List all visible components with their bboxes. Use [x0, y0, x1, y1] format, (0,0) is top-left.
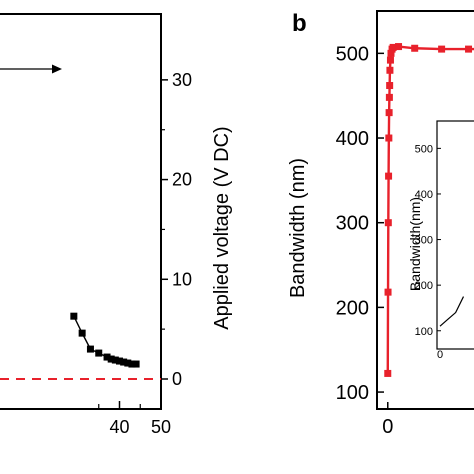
left-data-point	[124, 359, 132, 367]
inset-axis-ticks: 100 200 300 400 500 0	[415, 143, 443, 361]
left-y-tick-label: 10	[172, 269, 192, 289]
right-data-point	[385, 109, 393, 117]
inset-x-tick-label: 0	[437, 349, 443, 361]
right-ylabel: Bandwidth (nm)	[287, 158, 309, 298]
right-data-point	[411, 44, 419, 52]
right-data-point	[384, 288, 392, 296]
left-data-point	[86, 345, 94, 353]
right-data-point	[389, 43, 397, 51]
inset-y-tick-label: 100	[415, 326, 433, 338]
left-data-point	[95, 349, 103, 357]
right-data-point	[384, 219, 392, 227]
right-data-point	[387, 49, 395, 57]
inset-frame	[436, 120, 474, 350]
left-plot-frame	[0, 13, 162, 410]
right-series	[384, 43, 474, 377]
left-axis-ticks: 40 50 0 10 20 30	[98, 70, 192, 437]
right-x-tick-label: 0	[382, 416, 393, 438]
inset-y-tick-label: 400	[415, 189, 433, 201]
right-data-point	[384, 369, 392, 377]
right-y-tick-label: 300	[336, 213, 369, 235]
inset-series	[439, 296, 465, 327]
inset-y-tick-label: 200	[415, 280, 433, 292]
right-data-point	[438, 45, 446, 53]
inset: Bandwidth(nm) 100 200 300 400 500 0	[407, 120, 474, 361]
left-data-point	[128, 360, 136, 368]
inset-y-tick-label: 500	[415, 143, 433, 155]
right-data-point	[386, 56, 394, 64]
right-data-point	[465, 45, 473, 53]
right-y-tick-label: 400	[336, 128, 369, 150]
right-y-tick-label: 200	[336, 297, 369, 319]
right-data-point	[395, 43, 403, 51]
right-y-tick-label: 500	[336, 43, 369, 65]
right-plot-frame	[376, 10, 474, 410]
left-data-point	[132, 360, 140, 368]
left-data-point	[78, 329, 86, 337]
left-data-point	[107, 355, 115, 363]
left-panel: 40 50 0 10 20 30 Applied voltage (V DC)	[0, 13, 233, 437]
right-data-point	[386, 82, 394, 90]
left-series	[70, 312, 140, 368]
inset-ylabel: Bandwidth(nm)	[407, 197, 423, 291]
right-data-point	[386, 66, 394, 74]
left-y-tick-label: 0	[172, 369, 182, 389]
left-x-tick-label: 40	[109, 417, 129, 437]
right-data-point	[385, 172, 393, 180]
arrow-head	[52, 64, 62, 74]
right-axis-ticks: 100200300400500020	[336, 43, 394, 438]
inset-series-line	[439, 296, 465, 327]
left-data-point	[120, 358, 128, 366]
left-ylabel-right: Applied voltage (V DC)	[211, 126, 233, 329]
left-data-point	[111, 356, 119, 364]
left-data-point	[116, 357, 123, 365]
right-panel: b Bandwidth (nm) 100200300400500020 Band…	[287, 10, 474, 438]
left-y-tick-label: 30	[172, 70, 192, 90]
left-arrow	[0, 64, 62, 74]
left-data-point	[70, 312, 78, 320]
left-x-tick-label: 50	[151, 417, 171, 437]
left-data-point	[103, 353, 111, 361]
right-data-point	[385, 93, 393, 101]
panel-label: b	[292, 10, 307, 37]
right-data-point	[385, 134, 393, 142]
right-y-tick-label: 100	[336, 382, 369, 404]
inset-y-tick-label: 300	[415, 235, 433, 247]
left-y-tick-label: 20	[172, 170, 192, 190]
